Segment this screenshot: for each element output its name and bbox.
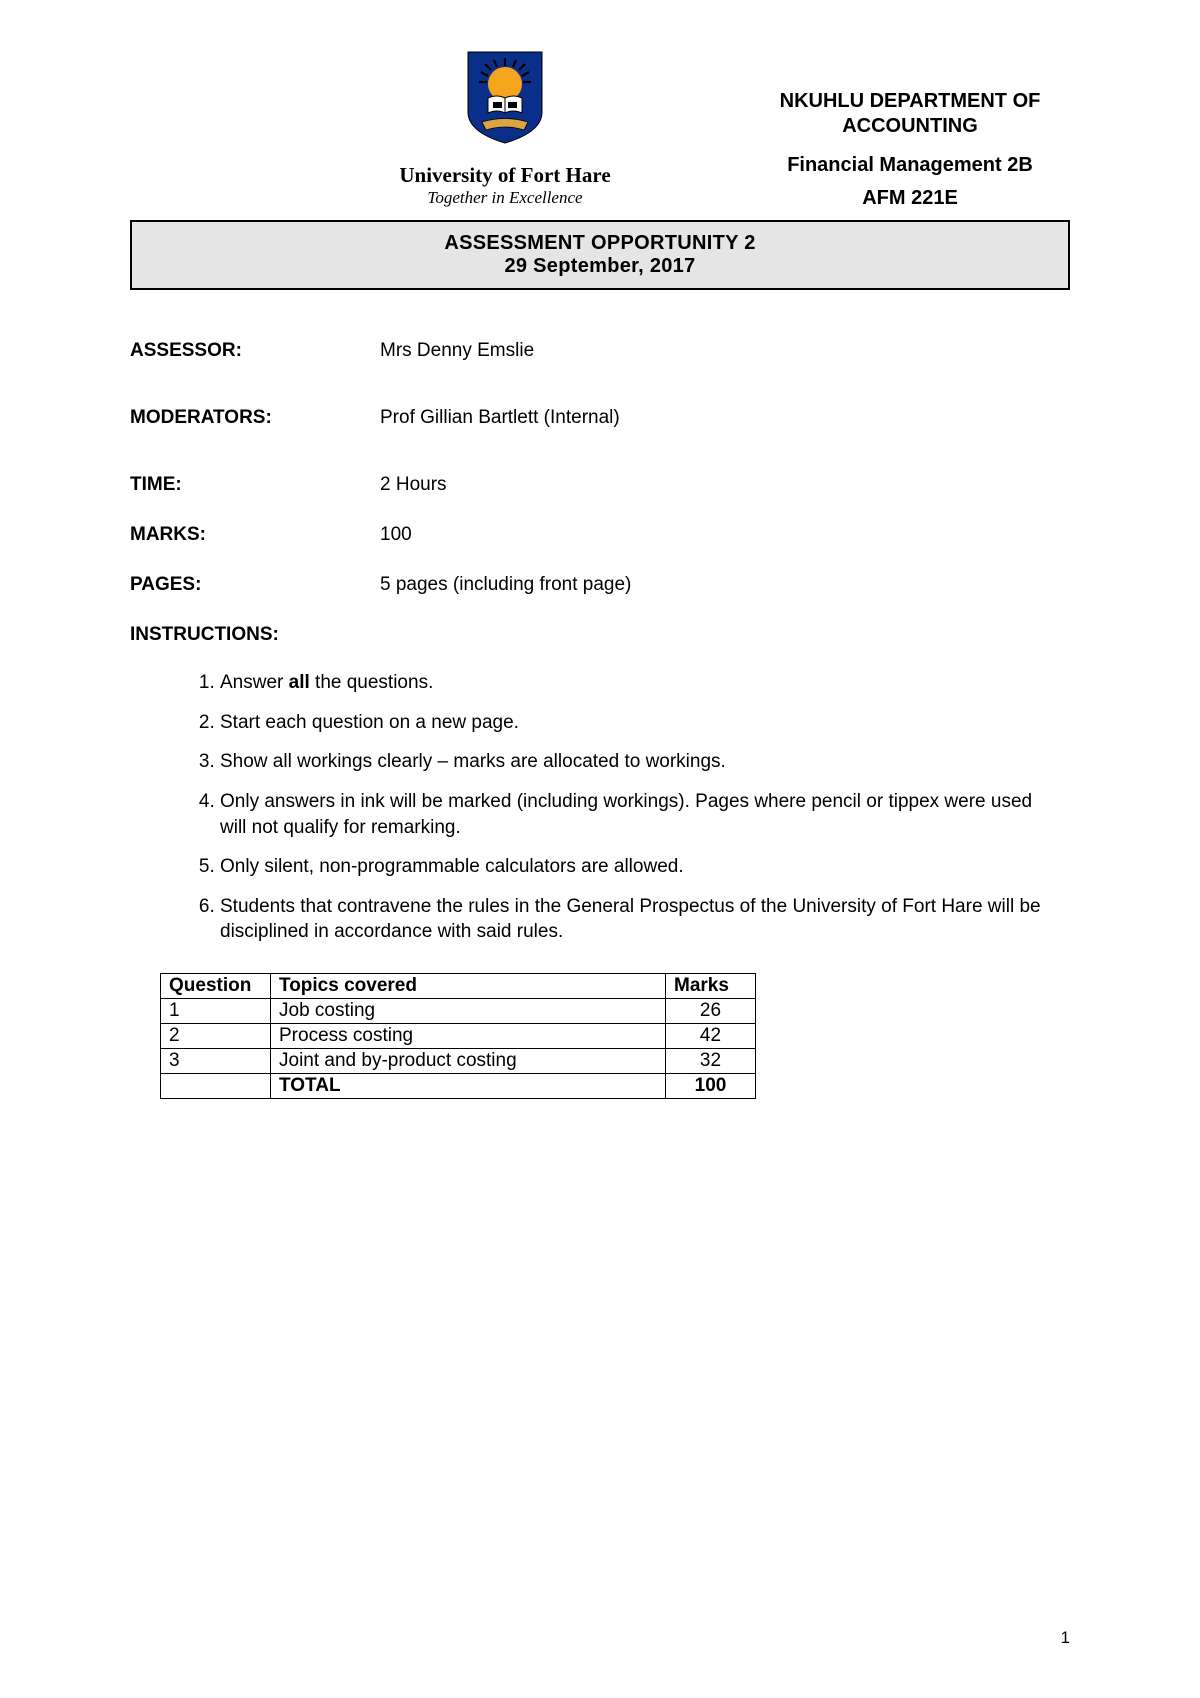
cell-question: 2	[161, 1024, 271, 1049]
moderators-label: MODERATORS:	[130, 407, 380, 429]
assessor-row: ASSESSOR: Mrs Denny Emslie	[130, 340, 1070, 362]
university-motto: Together in Excellence	[260, 188, 750, 208]
instruction-text-post: the questions.	[310, 672, 434, 693]
table-row: 1 Job costing 26	[161, 999, 756, 1024]
topics-table: Question Topics covered Marks 1 Job cost…	[160, 973, 756, 1099]
assessment-banner: ASSESSMENT OPPORTUNITY 2 29 September, 2…	[130, 220, 1070, 290]
table-total-row: TOTAL 100	[161, 1074, 756, 1099]
instruction-item: Only silent, non-programmable calculator…	[220, 854, 1070, 880]
time-label: TIME:	[130, 474, 380, 496]
page-number: 1	[1061, 1628, 1070, 1648]
assessor-value: Mrs Denny Emslie	[380, 340, 1070, 362]
pages-label: PAGES:	[130, 574, 380, 596]
instruction-item: Only answers in ink will be marked (incl…	[220, 789, 1070, 840]
course-name: Financial Management 2B	[750, 154, 1070, 177]
instruction-item: Show all workings clearly – marks are al…	[220, 749, 1070, 775]
department-line1: NKUHLU DEPARTMENT OF	[750, 90, 1070, 113]
department-line2: ACCOUNTING	[750, 115, 1070, 138]
instruction-item: Students that contravene the rules in th…	[220, 894, 1070, 945]
assessment-title: ASSESSMENT OPPORTUNITY 2	[142, 232, 1058, 255]
university-name: University of Fort Hare	[260, 163, 750, 188]
table-header-row: Question Topics covered Marks	[161, 974, 756, 999]
instruction-text-pre: Answer	[220, 672, 289, 693]
instructions-heading: INSTRUCTIONS:	[130, 624, 1070, 646]
cell-total-value: 100	[666, 1074, 756, 1099]
university-shield-icon	[466, 50, 544, 151]
cell-question: 3	[161, 1049, 271, 1074]
header-area: University of Fort Hare Together in Exce…	[130, 50, 1070, 210]
time-value: 2 Hours	[380, 474, 1070, 496]
table-row: 2 Process costing 42	[161, 1024, 756, 1049]
assessment-date: 29 September, 2017	[142, 255, 1058, 278]
assessor-label: ASSESSOR:	[130, 340, 380, 362]
cell-topic: Joint and by-product costing	[271, 1049, 666, 1074]
pages-value: 5 pages (including front page)	[380, 574, 1070, 596]
time-row: TIME: 2 Hours	[130, 474, 1070, 496]
marks-value: 100	[380, 524, 1070, 546]
moderators-value: Prof Gillian Bartlett (Internal)	[380, 407, 1070, 429]
col-header-marks: Marks	[666, 974, 756, 999]
marks-label: MARKS:	[130, 524, 380, 546]
cell-topic: Job costing	[271, 999, 666, 1024]
cell-total-label: TOTAL	[271, 1074, 666, 1099]
pages-row: PAGES: 5 pages (including front page)	[130, 574, 1070, 596]
cell-topic: Process costing	[271, 1024, 666, 1049]
marks-row: MARKS: 100	[130, 524, 1070, 546]
instruction-item: Answer all the questions.	[220, 670, 1070, 696]
moderators-row: MODERATORS: Prof Gillian Bartlett (Inter…	[130, 407, 1070, 429]
department-block: NKUHLU DEPARTMENT OF ACCOUNTING Financia…	[750, 50, 1070, 210]
instruction-item: Start each question on a new page.	[220, 710, 1070, 736]
instructions-list: Answer all the questions. Start each que…	[130, 670, 1070, 945]
col-header-topics: Topics covered	[271, 974, 666, 999]
cell-marks: 42	[666, 1024, 756, 1049]
table-row: 3 Joint and by-product costing 32	[161, 1049, 756, 1074]
cell-empty	[161, 1074, 271, 1099]
cell-marks: 32	[666, 1049, 756, 1074]
cell-question: 1	[161, 999, 271, 1024]
university-logo-block: University of Fort Hare Together in Exce…	[130, 50, 750, 208]
instruction-text-bold: all	[289, 672, 310, 693]
cell-marks: 26	[666, 999, 756, 1024]
course-code: AFM 221E	[750, 187, 1070, 210]
col-header-question: Question	[161, 974, 271, 999]
